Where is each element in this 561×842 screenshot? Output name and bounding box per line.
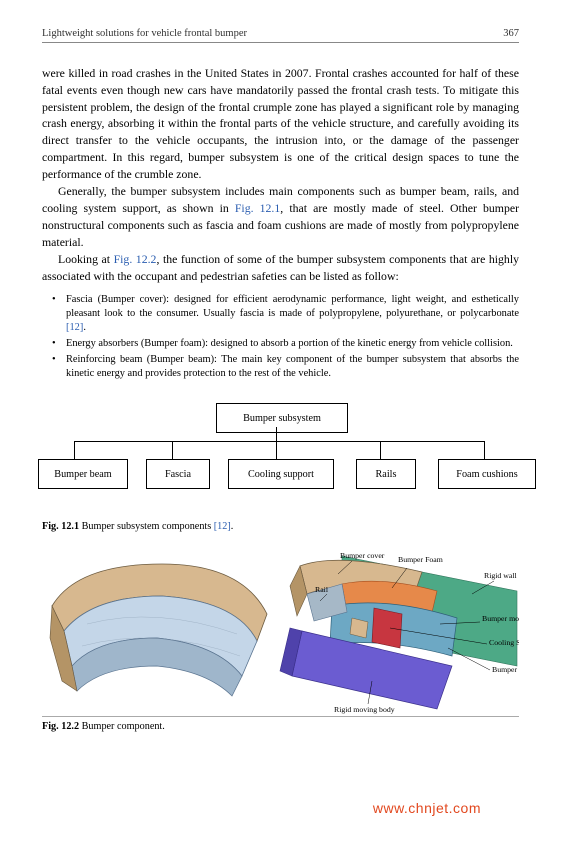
b1-text-a: Fascia (Bumper cover): designed for effi… xyxy=(66,294,519,319)
fig121-caption-label: Fig. 12.1 xyxy=(42,521,79,532)
header-left: Lightweight solutions for vehicle fronta… xyxy=(42,28,247,39)
fig121-caption-end: . xyxy=(231,521,234,532)
p3-text-a: Looking at xyxy=(58,252,114,266)
fig122-caption-text: Bumper component. xyxy=(79,721,165,732)
chart-child-foam-cushions: Foam cushions xyxy=(438,459,536,489)
fig121-caption-text: Bumper subsystem components xyxy=(79,521,214,532)
chart-child-fascia: Fascia xyxy=(146,459,210,489)
chart-child-cooling-support: Cooling support xyxy=(228,459,334,489)
reference-link-12[interactable]: [12] xyxy=(66,322,83,333)
label-bumper-beam: Bumper beam xyxy=(492,665,519,674)
figure-12-2-illustration: Bumper cover Rail Bumper Foam Rigid wall… xyxy=(42,546,519,717)
watermark-text: www.chnjet.com xyxy=(373,800,481,816)
chart-child-rails: Rails xyxy=(356,459,416,489)
body-text: were killed in road crashes in the Unite… xyxy=(42,65,519,285)
figure-link-12-2[interactable]: Fig. 12.2 xyxy=(114,252,157,266)
bullet-item-energy-absorbers: Energy absorbers (Bumper foam): designed… xyxy=(56,337,519,351)
label-cooling-support: Cooling Support xyxy=(489,638,519,647)
figure-12-1-diagram: Bumper subsystem Bumper beam Fascia Cool… xyxy=(42,403,519,515)
paragraph-3: Looking at Fig. 12.2, the function of so… xyxy=(42,251,519,285)
label-rail: Rail xyxy=(315,585,329,594)
chart-child-bumper-beam: Bumper beam xyxy=(38,459,128,489)
figure-12-1-caption: Fig. 12.1 Bumper subsystem components [1… xyxy=(42,521,519,532)
chart-root-box: Bumper subsystem xyxy=(216,403,348,433)
header-page-number: 367 xyxy=(503,28,519,39)
bullet-item-reinforcing-beam: Reinforcing beam (Bumper beam): The main… xyxy=(56,353,519,381)
paragraph-1: were killed in road crashes in the Unite… xyxy=(42,65,519,182)
label-rigid-wall: Rigid wall xyxy=(484,571,518,580)
label-bumper-foam: Bumper Foam xyxy=(398,555,443,564)
paragraph-2: Generally, the bumper subsystem includes… xyxy=(42,183,519,250)
figure-link-12-1[interactable]: Fig. 12.1 xyxy=(235,201,280,215)
b1-text-b: . xyxy=(83,322,86,333)
label-bumper-cover: Bumper cover xyxy=(340,551,385,560)
bullet-item-fascia: Fascia (Bumper cover): designed for effi… xyxy=(56,293,519,335)
fig122-caption-label: Fig. 12.2 xyxy=(42,721,79,732)
label-bumper-mounting: Bumper mounting bracket xyxy=(482,614,519,623)
running-header: Lightweight solutions for vehicle fronta… xyxy=(42,28,519,43)
figure-12-2-caption: Fig. 12.2 Bumper component. xyxy=(42,721,519,732)
reference-link-12b[interactable]: [12] xyxy=(214,521,231,532)
label-rigid-body: Rigid moving body xyxy=(334,705,395,714)
bullet-list: Fascia (Bumper cover): designed for effi… xyxy=(42,293,519,381)
